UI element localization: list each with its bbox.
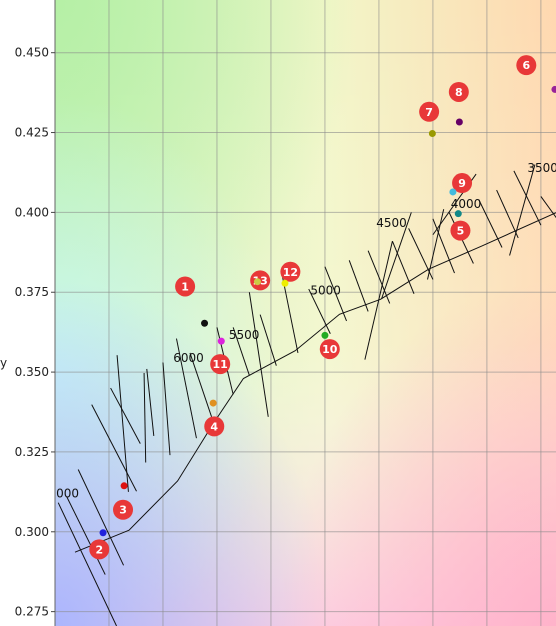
- cct-label: 3500: [527, 161, 556, 175]
- isotherm-line: [427, 209, 445, 280]
- isotherm-line: [175, 338, 197, 439]
- data-point: [201, 319, 209, 327]
- isotherm-line: [162, 362, 171, 456]
- isotherm-line: [66, 496, 106, 575]
- marker-number: 4: [210, 420, 218, 433]
- isotherm-line: [146, 368, 155, 437]
- data-point: [99, 529, 107, 537]
- data-point: [551, 85, 556, 93]
- isotherm-line: [77, 469, 125, 566]
- isotherm-line: [496, 189, 519, 239]
- marker-badge: [448, 81, 469, 102]
- isotherm-line: [509, 164, 536, 256]
- data-points: [99, 85, 556, 537]
- isotherm-line: [189, 352, 213, 417]
- data-point: [428, 130, 436, 138]
- y-tick-label: 0.275: [15, 605, 49, 619]
- marker-badge: [113, 499, 134, 520]
- isotherm-line: [348, 260, 369, 312]
- marker-number: 5: [457, 225, 465, 238]
- plot-background: [55, 0, 556, 626]
- y-tick-label: 0.350: [15, 365, 49, 379]
- isotherm-line: [367, 250, 391, 304]
- data-point: [281, 279, 289, 287]
- isotherm-line: [248, 292, 269, 417]
- data-point: [120, 482, 128, 490]
- data-point: [449, 188, 457, 196]
- y-tick-label: 0.400: [15, 205, 49, 219]
- marker-badge: [450, 220, 471, 241]
- marker-number: 3: [119, 504, 127, 517]
- cct-label: 000: [56, 487, 79, 501]
- marker-number: 9: [458, 177, 466, 190]
- planckian-locus: [74, 212, 556, 553]
- isotherm-line: [57, 502, 117, 626]
- isotherm-line: [116, 355, 129, 492]
- marker-number: 12: [283, 266, 298, 279]
- y-tick-label: 0.375: [15, 285, 49, 299]
- y-axis-label: y: [0, 356, 7, 370]
- marker-number: 8: [455, 86, 463, 99]
- marker-badge: [280, 261, 301, 282]
- marker-number: 11: [213, 358, 228, 371]
- y-tick-label: 0.300: [15, 525, 49, 539]
- cct-label: 5500: [229, 328, 260, 342]
- data-point: [209, 399, 217, 407]
- isotherm-line: [232, 327, 250, 376]
- isotherm-line: [381, 212, 412, 299]
- marker-badge: [319, 339, 340, 360]
- isotherm-line: [91, 404, 137, 492]
- isotherm-line: [259, 314, 277, 366]
- grid: [55, 0, 556, 626]
- marker-number: 10: [322, 343, 338, 356]
- isotherm-line: [540, 196, 556, 219]
- isotherm-line: [391, 240, 415, 295]
- marker-badge: [89, 539, 110, 560]
- isotherm-line: [478, 199, 503, 248]
- cct-label: 4500: [376, 216, 407, 230]
- marker-badge: [452, 173, 473, 194]
- isotherm-line: [110, 387, 141, 444]
- marker-badge: [516, 55, 537, 76]
- isotherm-line: [432, 218, 455, 274]
- y-tick-label: 0.425: [15, 126, 49, 140]
- marker-badge: [204, 416, 225, 437]
- marker-number: 7: [425, 106, 433, 119]
- data-point: [454, 210, 462, 218]
- marker-badge: [210, 354, 231, 375]
- marker-badge: [175, 276, 196, 297]
- isotherm-line: [513, 170, 542, 226]
- data-point: [455, 118, 463, 126]
- isotherm-line: [324, 266, 347, 322]
- y-axis: 0.275 0.300 0.325 0.350 0.375 0.400 0.425 0.450: [15, 0, 56, 626]
- cct-label: 6000: [173, 351, 204, 365]
- data-point: [321, 331, 329, 339]
- isotherm-line: [308, 288, 331, 334]
- planckian-locus-line: [74, 212, 556, 553]
- isotherm-line: [143, 373, 147, 463]
- cct-label: 4000: [451, 197, 482, 211]
- data-point: [217, 337, 225, 345]
- marker-number: 6: [522, 59, 530, 72]
- data-point: [253, 278, 261, 286]
- y-tick-label: 0.325: [15, 445, 49, 459]
- isotherm-line: [408, 228, 434, 280]
- marker-number: 1: [181, 280, 189, 293]
- marker-number: 2: [95, 543, 103, 556]
- cct-labels: 000 6000 5500 5000 4500 4000 3500: [56, 161, 556, 501]
- cct-label: 5000: [310, 283, 341, 297]
- marker-badge: [419, 101, 440, 122]
- y-tick-label: 0.450: [15, 46, 49, 60]
